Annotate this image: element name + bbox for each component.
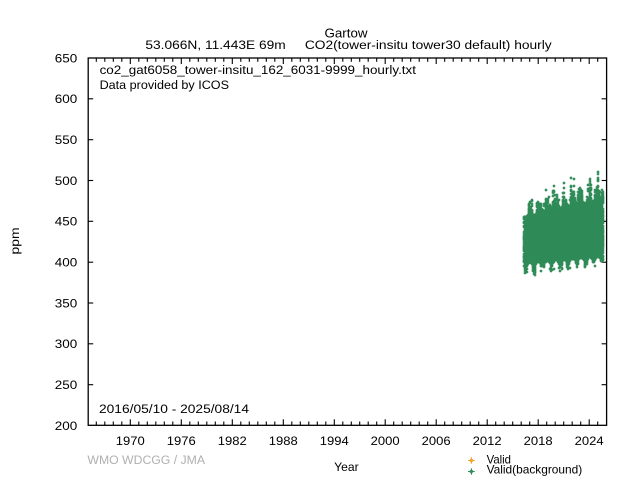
svg-text:450: 450 [55, 215, 78, 229]
svg-text:300: 300 [55, 337, 78, 351]
svg-text:1976: 1976 [167, 434, 196, 448]
svg-text:Valid: Valid [487, 452, 511, 466]
svg-text:2006: 2006 [422, 434, 451, 448]
svg-text:1988: 1988 [269, 434, 298, 448]
svg-text:53.066N, 11.443E 69m CO2(t: 53.066N, 11.443E 69m CO2(tower-insitu to… [145, 38, 552, 52]
svg-text:Valid(background): Valid(background) [487, 462, 583, 476]
svg-text:2016/05/10 - 2025/08/14: 2016/05/10 - 2025/08/14 [99, 402, 249, 416]
svg-text:200: 200 [55, 419, 78, 433]
svg-text:co2_gat6058_tower-insitu_162_6: co2_gat6058_tower-insitu_162_6031-9999_h… [100, 63, 417, 77]
svg-text:Data provided by ICOS: Data provided by ICOS [100, 78, 229, 92]
svg-text:2000: 2000 [371, 434, 400, 448]
svg-text:2012: 2012 [473, 434, 502, 448]
svg-text:2024: 2024 [575, 434, 604, 448]
svg-text:550: 550 [55, 133, 78, 147]
svg-text:1982: 1982 [218, 434, 247, 448]
svg-text:400: 400 [55, 256, 78, 270]
svg-text:650: 650 [55, 51, 78, 65]
svg-text:2018: 2018 [524, 434, 553, 448]
svg-text:600: 600 [55, 92, 78, 106]
svg-text:WMO WDCGG / JMA: WMO WDCGG / JMA [87, 453, 205, 467]
svg-text:ppm: ppm [8, 228, 22, 255]
svg-text:500: 500 [55, 174, 78, 188]
svg-text:1970: 1970 [116, 434, 145, 448]
svg-text:250: 250 [55, 378, 78, 392]
svg-text:Gartow: Gartow [325, 26, 368, 41]
svg-text:Year: Year [334, 460, 359, 474]
svg-text:350: 350 [55, 296, 78, 310]
svg-text:1994: 1994 [320, 434, 349, 448]
